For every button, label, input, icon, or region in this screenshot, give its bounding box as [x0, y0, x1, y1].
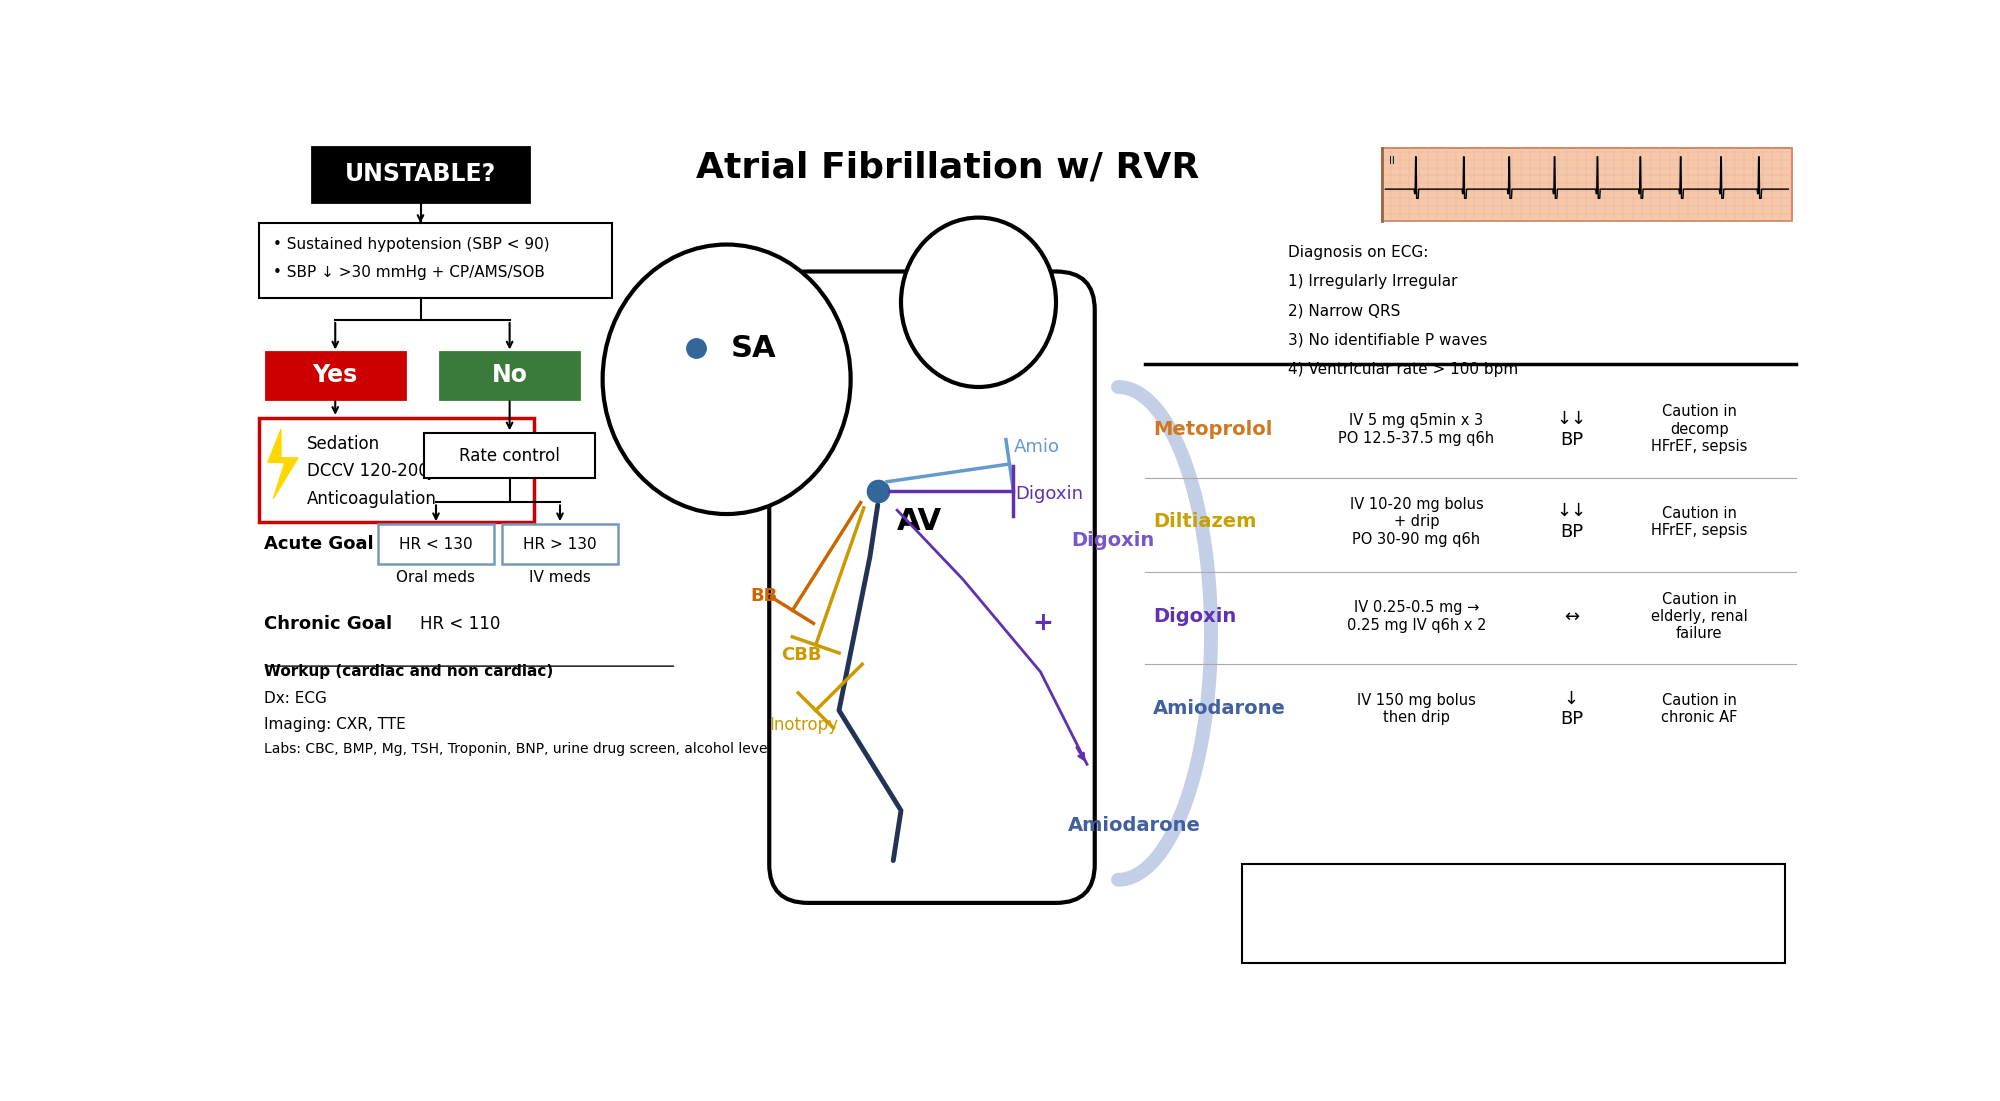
Text: Amiodarone: Amiodarone — [1068, 816, 1200, 836]
Text: • Sustained hypotension (SBP < 90): • Sustained hypotension (SBP < 90) — [274, 237, 550, 252]
Text: Sedation: Sedation — [308, 435, 380, 453]
Text: Caution in
chronic AF: Caution in chronic AF — [1662, 693, 1738, 726]
FancyBboxPatch shape — [378, 524, 494, 564]
Text: 2) CHA₂DS₂-VASc ≥2: 2) CHA₂DS₂-VASc ≥2 — [1436, 930, 1592, 946]
Text: Inotropy: Inotropy — [770, 716, 838, 733]
Text: HR > 130: HR > 130 — [524, 536, 596, 552]
Text: ↔: ↔ — [1564, 608, 1578, 625]
Text: Digoxin: Digoxin — [1152, 607, 1236, 626]
Text: HR < 130: HR < 130 — [400, 536, 472, 552]
Text: Labs: CBC, BMP, Mg, TSH, Troponin, BNP, urine drug screen, alcohol level: Labs: CBC, BMP, Mg, TSH, Troponin, BNP, … — [264, 742, 772, 756]
Text: AV: AV — [898, 508, 942, 536]
FancyBboxPatch shape — [1242, 864, 1784, 963]
Text: ↓↓
BP: ↓↓ BP — [1556, 410, 1586, 449]
Text: 4) Ventricular rate > 100 bpm: 4) Ventricular rate > 100 bpm — [1288, 361, 1518, 377]
Text: HR < 110: HR < 110 — [420, 615, 500, 633]
Text: Diagnosis on ECG:: Diagnosis on ECG: — [1288, 244, 1428, 260]
Text: 1) All patients undergoing DCCV: 1) All patients undergoing DCCV — [1390, 904, 1636, 919]
FancyBboxPatch shape — [502, 524, 618, 564]
FancyBboxPatch shape — [770, 272, 1094, 903]
Text: UNSTABLE?: UNSTABLE? — [344, 163, 496, 186]
Text: Yes: Yes — [312, 363, 358, 388]
Text: Atrial Fibrillation w/ RVR: Atrial Fibrillation w/ RVR — [696, 151, 1200, 185]
Text: Acute Goal: Acute Goal — [264, 535, 374, 553]
Text: • SBP ↓ >30 mmHg + CP/AMS/SOB: • SBP ↓ >30 mmHg + CP/AMS/SOB — [274, 265, 546, 281]
Text: Amio: Amio — [1014, 438, 1060, 457]
Text: Anticoagulation should be considered in:: Anticoagulation should be considered in: — [1358, 879, 1670, 893]
Text: Digoxin: Digoxin — [1072, 532, 1154, 550]
Text: Anticoagulation: Anticoagulation — [308, 490, 438, 509]
Text: 3) No identifiable P waves: 3) No identifiable P waves — [1288, 333, 1488, 347]
Text: 2) Narrow QRS: 2) Narrow QRS — [1288, 303, 1400, 318]
Text: BB: BB — [750, 587, 778, 606]
Text: IV 5 mg q5min x 3
PO 12.5-37.5 mg q6h: IV 5 mg q5min x 3 PO 12.5-37.5 mg q6h — [1338, 413, 1494, 446]
Text: Imaging: CXR, TTE: Imaging: CXR, TTE — [264, 717, 406, 731]
Text: SA: SA — [730, 334, 776, 363]
Text: Workup (cardiac and non cardiac): Workup (cardiac and non cardiac) — [264, 664, 554, 679]
Text: +: + — [1032, 611, 1054, 634]
Text: IV 150 mg bolus
then drip: IV 150 mg bolus then drip — [1356, 693, 1476, 726]
Text: 1) Irregularly Irregular: 1) Irregularly Irregular — [1288, 274, 1458, 288]
Text: Metoprolol: Metoprolol — [1152, 419, 1272, 439]
Text: Caution in
elderly, renal
failure: Caution in elderly, renal failure — [1650, 591, 1748, 642]
Text: IV meds: IV meds — [530, 570, 590, 586]
Text: Caution in
HFrEF, sepsis: Caution in HFrEF, sepsis — [1652, 505, 1748, 538]
FancyBboxPatch shape — [260, 224, 612, 298]
Ellipse shape — [602, 244, 850, 514]
Text: II: II — [1390, 156, 1396, 166]
Ellipse shape — [900, 218, 1056, 386]
Text: ↓
BP: ↓ BP — [1560, 689, 1582, 728]
Polygon shape — [268, 429, 298, 499]
FancyBboxPatch shape — [266, 352, 404, 399]
Text: Caution in
decomp
HFrEF, sepsis: Caution in decomp HFrEF, sepsis — [1652, 404, 1748, 455]
Text: Dx: ECG: Dx: ECG — [264, 691, 326, 706]
Text: Amiodarone: Amiodarone — [1152, 699, 1286, 718]
FancyBboxPatch shape — [1382, 149, 1792, 221]
Text: ↓↓
BP: ↓↓ BP — [1556, 502, 1586, 541]
FancyBboxPatch shape — [260, 417, 534, 522]
Text: No: No — [492, 363, 528, 388]
Text: DCCV 120-200J: DCCV 120-200J — [308, 462, 434, 480]
FancyBboxPatch shape — [312, 146, 528, 203]
Text: Rate control: Rate control — [460, 447, 560, 465]
FancyBboxPatch shape — [424, 433, 594, 478]
Text: CBB: CBB — [780, 646, 822, 664]
FancyBboxPatch shape — [440, 352, 580, 399]
Text: Chronic Goal: Chronic Goal — [264, 615, 392, 633]
Text: Digoxin: Digoxin — [1016, 484, 1084, 503]
Text: IV 0.25-0.5 mg →
0.25 mg IV q6h x 2: IV 0.25-0.5 mg → 0.25 mg IV q6h x 2 — [1346, 600, 1486, 633]
Text: IV 10-20 mg bolus
+ drip
PO 30-90 mg q6h: IV 10-20 mg bolus + drip PO 30-90 mg q6h — [1350, 497, 1484, 546]
Text: Oral meds: Oral meds — [396, 570, 476, 586]
Text: Diltiazem: Diltiazem — [1152, 512, 1256, 532]
